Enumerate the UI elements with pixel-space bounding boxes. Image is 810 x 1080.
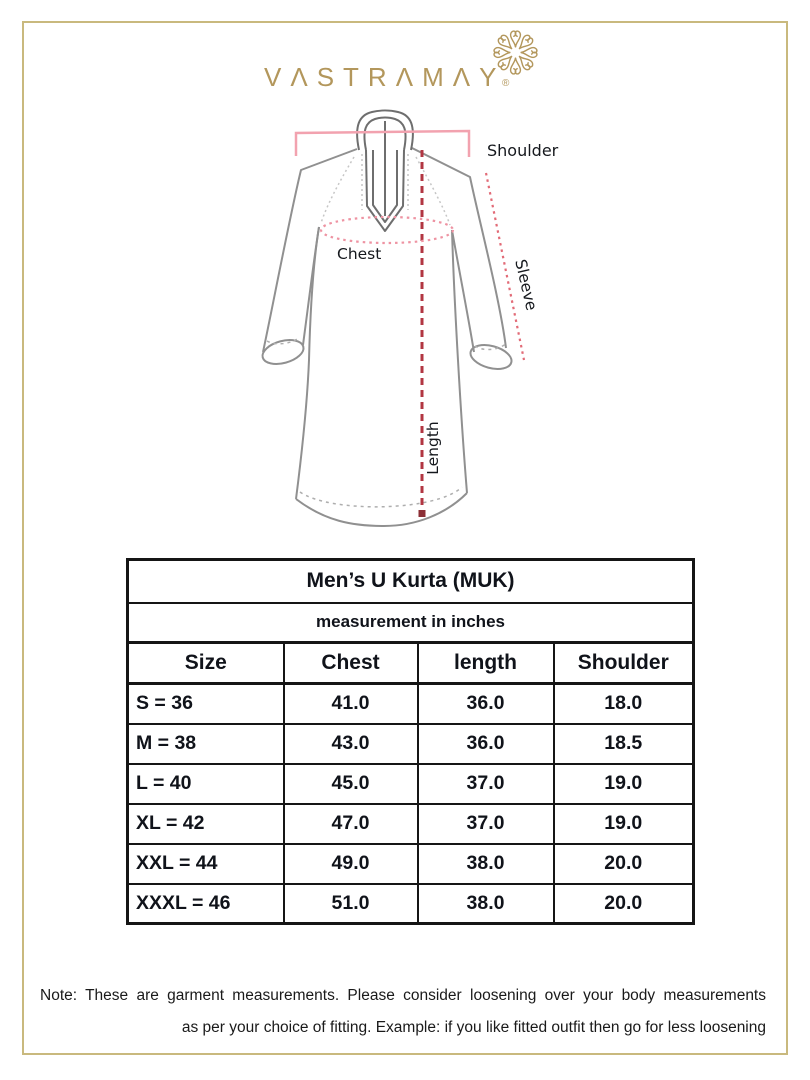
kurta-measurement-diagram: Shoulder Chest Sleeve Length bbox=[261, 109, 559, 527]
cell-size: L = 40 bbox=[126, 762, 285, 805]
seam-stitch-lines bbox=[320, 154, 451, 226]
table-title-row: Men’s U Kurta (MUK) bbox=[126, 558, 695, 604]
column-header-length: length bbox=[416, 641, 555, 685]
cell-length: 38.0 bbox=[416, 882, 555, 925]
table-row: M = 38 43.0 36.0 18.5 bbox=[126, 722, 695, 765]
cell-chest: 49.0 bbox=[282, 842, 419, 885]
shoulder-dimension-line bbox=[294, 129, 471, 157]
collar-placket-outline bbox=[356, 109, 414, 232]
cell-size: XXXL = 46 bbox=[126, 882, 285, 925]
cell-chest: 43.0 bbox=[282, 722, 419, 765]
table-subtitle: measurement in inches bbox=[126, 601, 695, 644]
table-header-row: Size Chest length Shoulder bbox=[126, 641, 695, 685]
column-header-shoulder: Shoulder bbox=[552, 641, 695, 685]
column-header-size: Size bbox=[126, 641, 285, 685]
note-line-1: Note: These are garment measurements. Pl… bbox=[40, 987, 766, 1004]
cell-length: 36.0 bbox=[416, 722, 555, 765]
mandala-swirl-icon bbox=[493, 30, 538, 75]
cell-shoulder: 20.0 bbox=[552, 842, 695, 885]
cell-shoulder: 20.0 bbox=[552, 882, 695, 925]
cell-chest: 41.0 bbox=[282, 682, 419, 725]
cell-shoulder: 18.0 bbox=[552, 682, 695, 725]
table-row: L = 40 45.0 37.0 19.0 bbox=[126, 762, 695, 805]
sleeve-label: Sleeve bbox=[511, 258, 540, 313]
cell-size: XXL = 44 bbox=[126, 842, 285, 885]
cell-chest: 51.0 bbox=[282, 882, 419, 925]
chest-label: Chest bbox=[337, 245, 381, 263]
cell-shoulder: 19.0 bbox=[552, 762, 695, 805]
cell-length: 37.0 bbox=[416, 802, 555, 845]
cell-size: S = 36 bbox=[126, 682, 285, 725]
table-row: S = 36 41.0 36.0 18.0 bbox=[126, 682, 695, 725]
cell-length: 38.0 bbox=[416, 842, 555, 885]
table-row: XXXL = 46 51.0 38.0 20.0 bbox=[126, 882, 695, 925]
cell-length: 36.0 bbox=[416, 682, 555, 725]
chest-dimension-ellipse bbox=[319, 215, 455, 245]
cell-chest: 47.0 bbox=[282, 802, 419, 845]
kurta-outline bbox=[261, 147, 513, 527]
cell-shoulder: 19.0 bbox=[552, 802, 695, 845]
size-chart-table: Men’s U Kurta (MUK) measurement in inche… bbox=[126, 558, 695, 925]
table-title: Men’s U Kurta (MUK) bbox=[126, 558, 695, 604]
cell-chest: 45.0 bbox=[282, 762, 419, 805]
table-row: XXL = 44 49.0 38.0 20.0 bbox=[126, 842, 695, 885]
measurement-note: Note: These are garment measurements. Pl… bbox=[40, 980, 766, 1044]
column-header-chest: Chest bbox=[282, 641, 419, 685]
cell-size: M = 38 bbox=[126, 722, 285, 765]
length-label: Length bbox=[424, 421, 442, 474]
note-line-2: as per your choice of fitting. Example: … bbox=[181, 1019, 766, 1036]
registered-trademark-mark: ® bbox=[502, 78, 510, 89]
table-row: XL = 42 47.0 37.0 19.0 bbox=[126, 802, 695, 845]
shoulder-label: Shoulder bbox=[487, 141, 559, 160]
table-subtitle-row: measurement in inches bbox=[126, 601, 695, 644]
length-line-end-marker bbox=[418, 510, 426, 517]
cell-size: XL = 42 bbox=[126, 802, 285, 845]
cell-shoulder: 18.5 bbox=[552, 722, 695, 765]
brand-logo-text: VΛSTRΛMΛY bbox=[264, 62, 506, 92]
cell-length: 37.0 bbox=[416, 762, 555, 805]
hem-cuff-stitch-lines bbox=[266, 337, 508, 508]
